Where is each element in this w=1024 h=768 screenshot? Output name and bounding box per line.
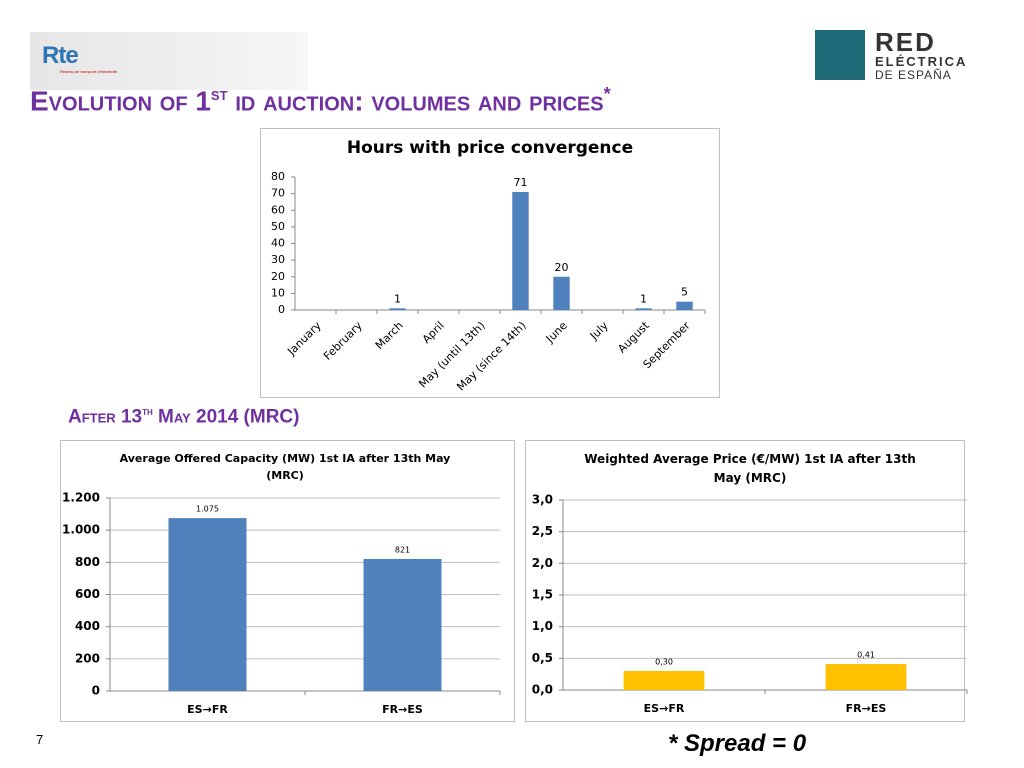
x-tick-label: ES→FR bbox=[187, 703, 228, 716]
x-tick-label: FR→ES bbox=[382, 703, 423, 716]
slide-title: Evolution of 1st id auction: volumes and… bbox=[30, 84, 611, 117]
x-tick-label: ES→FR bbox=[644, 702, 685, 715]
x-tick-label: June bbox=[543, 319, 570, 346]
bar bbox=[389, 308, 406, 310]
y-tick-label: 0,5 bbox=[532, 651, 553, 665]
y-tick-label: 60 bbox=[271, 203, 285, 216]
x-tick-label: August bbox=[615, 319, 652, 356]
y-tick-label: 20 bbox=[271, 270, 285, 283]
y-tick-label: 50 bbox=[271, 220, 285, 233]
y-tick-label: 600 bbox=[75, 587, 100, 601]
value-label: 1 bbox=[640, 292, 647, 305]
y-tick-label: 3,0 bbox=[532, 493, 553, 507]
bar bbox=[676, 301, 693, 310]
value-label: 20 bbox=[555, 261, 569, 274]
subtitle-main: After 13 bbox=[68, 406, 143, 428]
value-label: 0,41 bbox=[857, 651, 875, 660]
bar bbox=[635, 308, 652, 310]
y-tick-label: 1.200 bbox=[62, 491, 100, 505]
value-label: 1.075 bbox=[196, 505, 219, 514]
value-label: 821 bbox=[395, 545, 410, 554]
y-tick-label: 80 bbox=[271, 170, 285, 183]
ree-line2: ELÉCTRICA bbox=[875, 54, 968, 69]
bar bbox=[363, 558, 442, 691]
y-tick-label: 0 bbox=[92, 684, 100, 698]
y-tick-label: 0,0 bbox=[532, 683, 553, 697]
chart-title: Hours with price convergence bbox=[346, 138, 634, 158]
bar bbox=[623, 671, 705, 690]
bar bbox=[512, 191, 529, 310]
x-tick-label: FR→ES bbox=[846, 702, 887, 715]
y-tick-label: 40 bbox=[271, 237, 285, 250]
ree-icon bbox=[815, 30, 865, 80]
y-tick-label: 10 bbox=[271, 286, 285, 299]
rte-tagline: Réseau de transport d'électricité bbox=[60, 69, 118, 74]
x-tick-label: March bbox=[373, 319, 406, 352]
y-tick-label: 1,0 bbox=[532, 619, 553, 633]
title-main: Evolution of 1 bbox=[30, 85, 211, 117]
y-tick-label: 800 bbox=[75, 555, 100, 569]
y-tick-label: 200 bbox=[75, 651, 100, 665]
x-tick-label: July bbox=[587, 319, 611, 343]
subtitle-sup: th bbox=[142, 404, 153, 418]
value-label: 5 bbox=[681, 286, 688, 299]
title-rest: id auction: volumes and prices bbox=[227, 85, 604, 117]
bar bbox=[825, 664, 907, 690]
x-tick-label: February bbox=[321, 319, 365, 363]
y-tick-label: 400 bbox=[75, 619, 100, 633]
footnote: * Spread = 0 bbox=[668, 730, 807, 757]
ree-line1: RED bbox=[875, 27, 936, 57]
y-tick-label: 70 bbox=[271, 187, 285, 200]
subtitle-rest: May 2014 (MRC) bbox=[152, 406, 300, 428]
value-label: 71 bbox=[514, 176, 528, 189]
title-sup: st bbox=[210, 84, 228, 104]
bar bbox=[168, 518, 247, 691]
page-number: 7 bbox=[36, 732, 44, 747]
x-tick-label: April bbox=[420, 319, 447, 346]
x-tick-label: May (since 14th) bbox=[454, 319, 528, 393]
ree-line3: DE ESPAÑA bbox=[875, 68, 952, 82]
title-mark: * bbox=[603, 84, 611, 104]
y-tick-label: 0 bbox=[278, 303, 285, 316]
y-tick-label: 2,5 bbox=[532, 524, 553, 538]
chart-frame bbox=[60, 440, 515, 722]
chart-title: Weighted Average Price (€/MW) 1st IA aft… bbox=[584, 452, 916, 485]
chart-frame bbox=[260, 128, 720, 398]
y-tick-label: 1.000 bbox=[62, 523, 100, 537]
rte-logo: Rte Réseau de transport d'électricité bbox=[30, 32, 308, 90]
chart-title: Average Offered Capacity (MW) 1st IA aft… bbox=[119, 452, 451, 482]
y-tick-label: 30 bbox=[271, 253, 285, 266]
x-tick-label: January bbox=[284, 319, 324, 359]
rte-name: Rte bbox=[42, 42, 79, 69]
bar bbox=[553, 276, 570, 310]
chart-frame bbox=[525, 440, 965, 722]
y-tick-label: 2,0 bbox=[532, 556, 553, 570]
ree-logo: RED ELÉCTRICA DE ESPAÑA bbox=[815, 27, 985, 82]
value-label: 1 bbox=[394, 292, 401, 305]
subtitle: After 13th May 2014 (MRC) bbox=[68, 404, 299, 428]
y-tick-label: 1,5 bbox=[532, 588, 553, 602]
value-label: 0,30 bbox=[655, 658, 673, 667]
